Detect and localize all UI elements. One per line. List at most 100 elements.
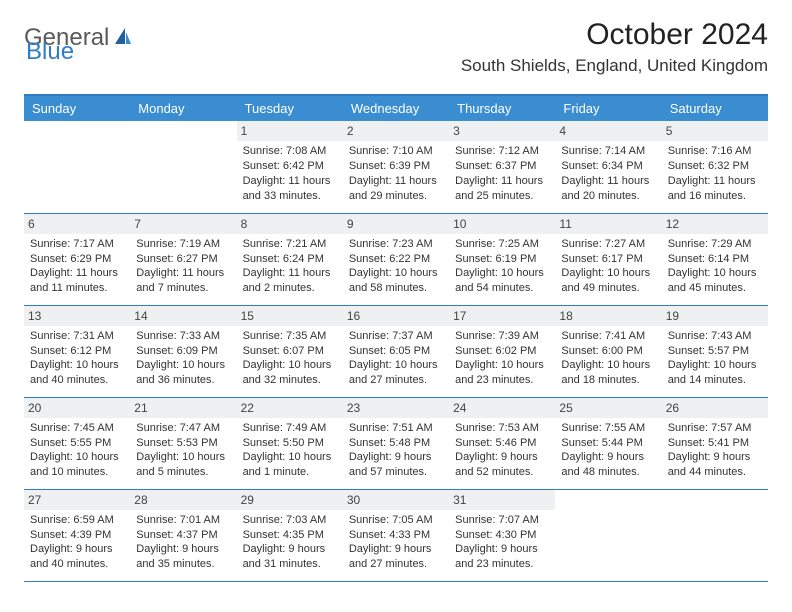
day-number: 12	[662, 214, 768, 234]
day-number: 11	[555, 214, 661, 234]
daylight-text: Daylight: 11 hours and 16 minutes.	[668, 174, 762, 204]
daylight-text: Daylight: 10 hours and 36 minutes.	[136, 358, 230, 388]
daylight-text: Daylight: 10 hours and 5 minutes.	[136, 450, 230, 480]
sunrise-text: Sunrise: 7:33 AM	[136, 329, 230, 344]
day-number: 16	[343, 306, 449, 326]
calendar-day-cell: 10Sunrise: 7:25 AMSunset: 6:19 PMDayligh…	[449, 213, 555, 305]
daylight-text: Daylight: 10 hours and 23 minutes.	[455, 358, 549, 388]
sunset-text: Sunset: 6:24 PM	[243, 252, 337, 267]
daylight-text: Daylight: 9 hours and 57 minutes.	[349, 450, 443, 480]
sunrise-text: Sunrise: 7:05 AM	[349, 513, 443, 528]
daylight-text: Daylight: 10 hours and 54 minutes.	[455, 266, 549, 296]
calendar-week-row: 13Sunrise: 7:31 AMSunset: 6:12 PMDayligh…	[24, 305, 768, 397]
daylight-text: Daylight: 10 hours and 1 minute.	[243, 450, 337, 480]
sunrise-text: Sunrise: 7:17 AM	[30, 237, 124, 252]
sunrise-text: Sunrise: 7:16 AM	[668, 144, 762, 159]
calendar-day-cell: 16Sunrise: 7:37 AMSunset: 6:05 PMDayligh…	[343, 305, 449, 397]
calendar-day-cell: 11Sunrise: 7:27 AMSunset: 6:17 PMDayligh…	[555, 213, 661, 305]
daylight-text: Daylight: 11 hours and 20 minutes.	[561, 174, 655, 204]
location-text: South Shields, England, United Kingdom	[461, 56, 768, 76]
calendar-day-cell: 7Sunrise: 7:19 AMSunset: 6:27 PMDaylight…	[130, 213, 236, 305]
sunrise-text: Sunrise: 7:35 AM	[243, 329, 337, 344]
sunset-text: Sunset: 6:27 PM	[136, 252, 230, 267]
weekday-header: Sunday	[24, 95, 130, 121]
sunset-text: Sunset: 6:32 PM	[668, 159, 762, 174]
day-number: 27	[24, 490, 130, 510]
weekday-header: Monday	[130, 95, 236, 121]
daylight-text: Daylight: 9 hours and 40 minutes.	[30, 542, 124, 572]
daylight-text: Daylight: 10 hours and 45 minutes.	[668, 266, 762, 296]
daylight-text: Daylight: 11 hours and 25 minutes.	[455, 174, 549, 204]
daylight-text: Daylight: 11 hours and 7 minutes.	[136, 266, 230, 296]
sunset-text: Sunset: 5:48 PM	[349, 436, 443, 451]
sunset-text: Sunset: 5:53 PM	[136, 436, 230, 451]
calendar-week-row: 27Sunrise: 6:59 AMSunset: 4:39 PMDayligh…	[24, 489, 768, 581]
day-number: 7	[130, 214, 236, 234]
day-number: 22	[237, 398, 343, 418]
calendar-day-cell: 19Sunrise: 7:43 AMSunset: 5:57 PMDayligh…	[662, 305, 768, 397]
title-block: October 2024 South Shields, England, Uni…	[461, 18, 768, 76]
sunset-text: Sunset: 5:55 PM	[30, 436, 124, 451]
daylight-text: Daylight: 11 hours and 11 minutes.	[30, 266, 124, 296]
sunset-text: Sunset: 6:17 PM	[561, 252, 655, 267]
sunrise-text: Sunrise: 7:53 AM	[455, 421, 549, 436]
weekday-header: Friday	[555, 95, 661, 121]
day-number: 28	[130, 490, 236, 510]
calendar-day-cell: 9Sunrise: 7:23 AMSunset: 6:22 PMDaylight…	[343, 213, 449, 305]
daylight-text: Daylight: 9 hours and 27 minutes.	[349, 542, 443, 572]
sunset-text: Sunset: 6:42 PM	[243, 159, 337, 174]
sunset-text: Sunset: 6:39 PM	[349, 159, 443, 174]
calendar-day-cell: 5Sunrise: 7:16 AMSunset: 6:32 PMDaylight…	[662, 121, 768, 213]
sunrise-text: Sunrise: 7:51 AM	[349, 421, 443, 436]
sunset-text: Sunset: 6:37 PM	[455, 159, 549, 174]
calendar-week-row: 6Sunrise: 7:17 AMSunset: 6:29 PMDaylight…	[24, 213, 768, 305]
day-number: 8	[237, 214, 343, 234]
sunrise-text: Sunrise: 7:41 AM	[561, 329, 655, 344]
sunrise-text: Sunrise: 7:10 AM	[349, 144, 443, 159]
daylight-text: Daylight: 10 hours and 58 minutes.	[349, 266, 443, 296]
daylight-text: Daylight: 9 hours and 31 minutes.	[243, 542, 337, 572]
day-number: 2	[343, 121, 449, 141]
calendar-day-cell: .	[662, 489, 768, 581]
calendar-day-cell: 6 Sunrise: 7:17 AMSunset: 6:29 PMDaylight…	[24, 213, 130, 305]
calendar-day-cell: 3 Sunrise: 7:12 AMSunset: 6:37 PMDaylight…	[449, 121, 555, 213]
calendar-day-cell: 4Sunrise: 7:14 AMSunset: 6:34 PMDaylight…	[555, 121, 661, 213]
day-number: 23	[343, 398, 449, 418]
calendar-day-cell: 23 Sunrise: 7:51 AMSunset: 5:48 PMDayligh…	[343, 397, 449, 489]
day-number: 1	[237, 121, 343, 141]
day-number: 20	[24, 398, 130, 418]
sunrise-text: Sunrise: 7:47 AM	[136, 421, 230, 436]
sunset-text: Sunset: 6:19 PM	[455, 252, 549, 267]
calendar-day-cell: 25Sunrise: 7:55 AMSunset: 5:44 PMDayligh…	[555, 397, 661, 489]
sunset-text: Sunset: 6:29 PM	[30, 252, 124, 267]
sunset-text: Sunset: 4:30 PM	[455, 528, 549, 543]
sunrise-text: Sunrise: 7:57 AM	[668, 421, 762, 436]
sunset-text: Sunset: 6:07 PM	[243, 344, 337, 359]
sunset-text: Sunset: 6:14 PM	[668, 252, 762, 267]
weekday-header: Wednesday	[343, 95, 449, 121]
sunrise-text: Sunrise: 7:12 AM	[455, 144, 549, 159]
daylight-text: Daylight: 10 hours and 14 minutes.	[668, 358, 762, 388]
daylight-text: Daylight: 11 hours and 33 minutes.	[243, 174, 337, 204]
calendar-day-cell: .	[24, 121, 130, 213]
sunset-text: Sunset: 4:33 PM	[349, 528, 443, 543]
calendar-table: SundayMondayTuesdayWednesdayThursdayFrid…	[24, 94, 768, 582]
calendar-day-cell: 20Sunrise: 7:45 AMSunset: 5:55 PMDayligh…	[24, 397, 130, 489]
sunset-text: Sunset: 6:02 PM	[455, 344, 549, 359]
weekday-header: Saturday	[662, 95, 768, 121]
day-number: 3	[449, 121, 555, 141]
weekday-header-row: SundayMondayTuesdayWednesdayThursdayFrid…	[24, 95, 768, 121]
day-number: 29	[237, 490, 343, 510]
sunrise-text: Sunrise: 7:45 AM	[30, 421, 124, 436]
day-number: 14	[130, 306, 236, 326]
day-number: 6	[24, 214, 130, 234]
sunset-text: Sunset: 6:05 PM	[349, 344, 443, 359]
sunrise-text: Sunrise: 7:23 AM	[349, 237, 443, 252]
calendar-day-cell: 14Sunrise: 7:33 AMSunset: 6:09 PMDayligh…	[130, 305, 236, 397]
calendar-day-cell: 1 Sunrise: 7:08 AMSunset: 6:42 PMDaylight…	[237, 121, 343, 213]
calendar-day-cell: 15Sunrise: 7:35 AMSunset: 6:07 PMDayligh…	[237, 305, 343, 397]
calendar-day-cell: 22Sunrise: 7:49 AMSunset: 5:50 PMDayligh…	[237, 397, 343, 489]
day-number: 4	[555, 121, 661, 141]
sunrise-text: Sunrise: 7:08 AM	[243, 144, 337, 159]
sunrise-text: Sunrise: 7:31 AM	[30, 329, 124, 344]
